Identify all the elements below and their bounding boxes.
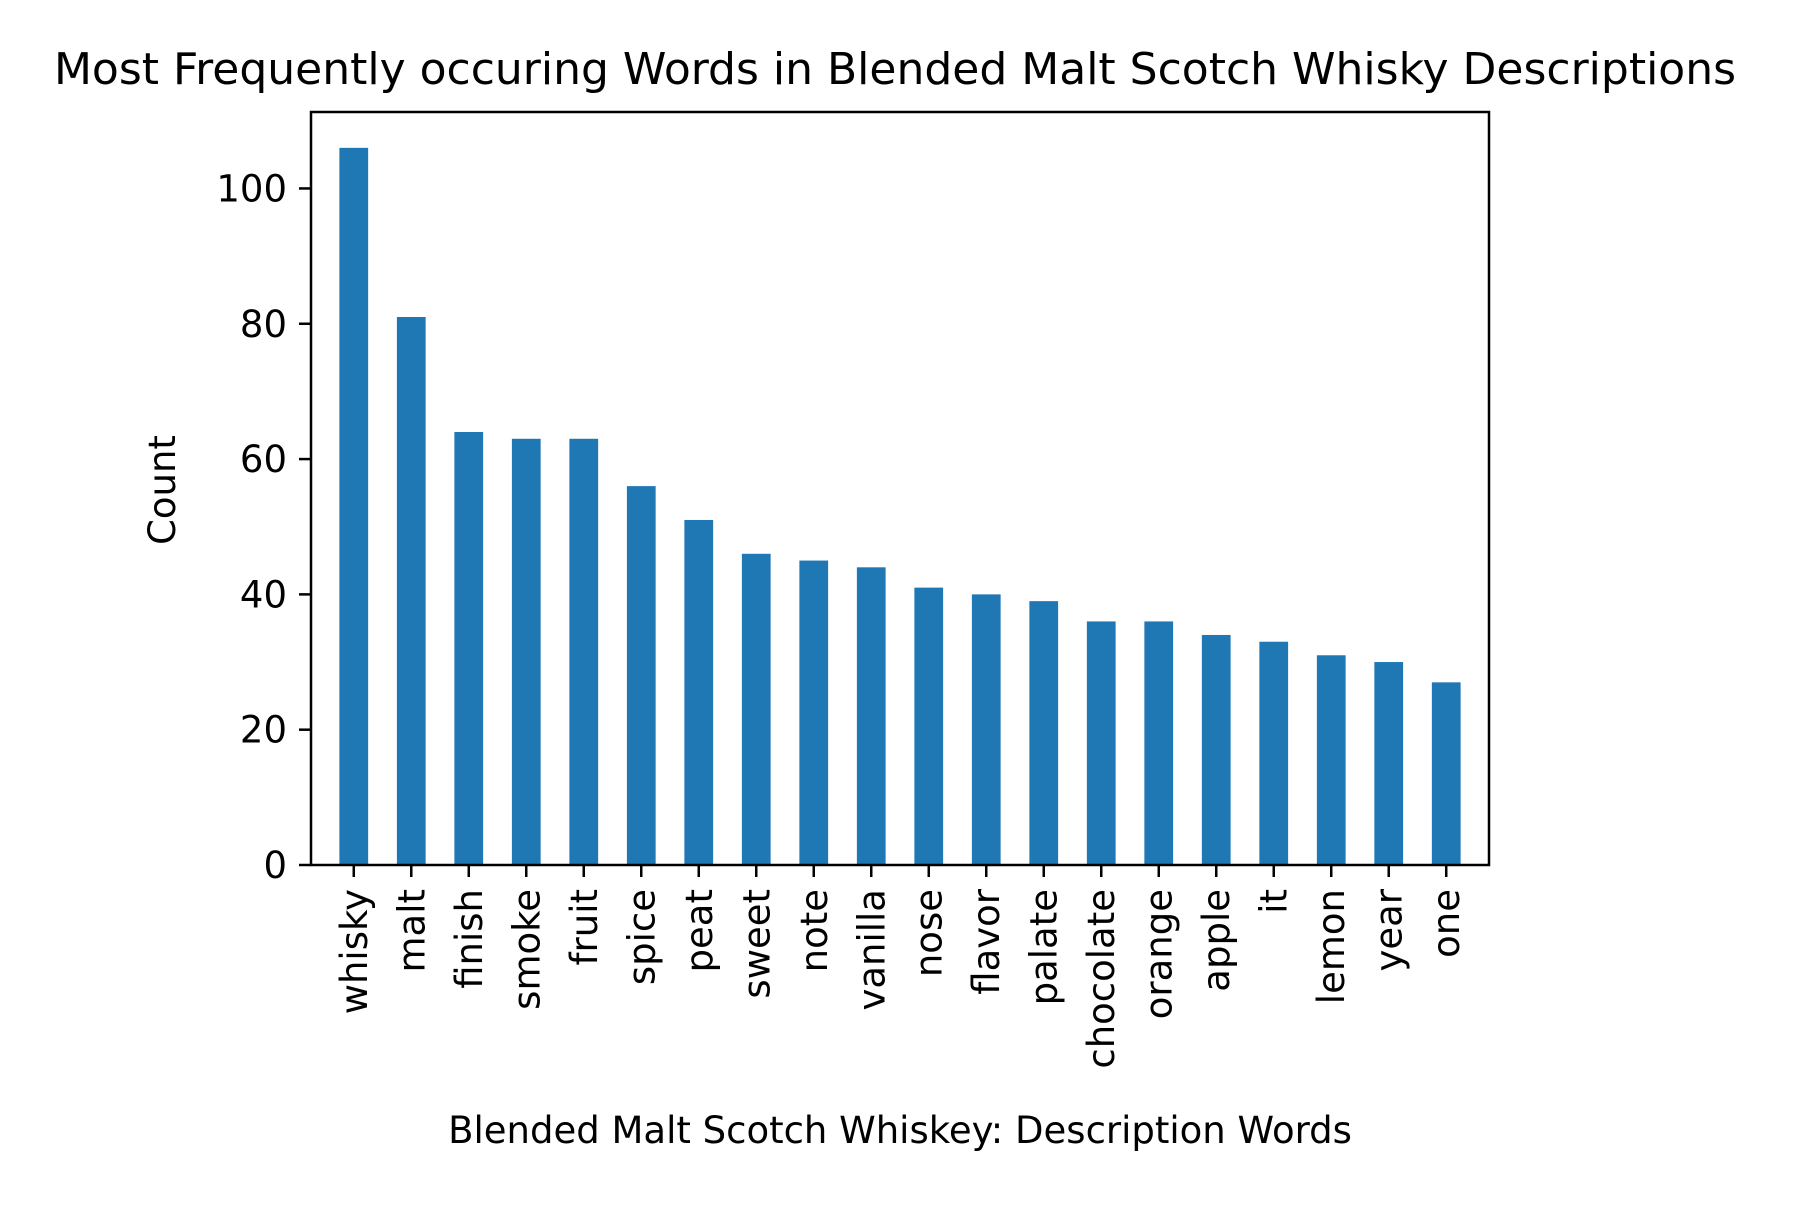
y-tick-label: 80 (240, 303, 287, 346)
x-tick-label: whisky (333, 889, 376, 1014)
y-tick-label: 60 (240, 438, 287, 481)
x-tick-label: nose (908, 889, 951, 977)
bar-finish (454, 432, 484, 865)
x-tick-label: malt (390, 889, 433, 973)
bar-one (1431, 682, 1461, 865)
y-tick-label: 40 (240, 573, 287, 616)
bar-malt (396, 316, 426, 865)
y-tick-label: 100 (216, 167, 287, 210)
y-tick-label: 20 (240, 709, 287, 752)
bar-flavor (971, 594, 1001, 865)
bar-peat (684, 519, 714, 865)
bar-it (1259, 641, 1289, 865)
bar-whisky (339, 147, 369, 865)
x-tick-label: one (1425, 889, 1468, 958)
x-tick-label: finish (448, 889, 491, 989)
x-tick-label: year (1368, 888, 1411, 971)
bar-orange (1144, 621, 1174, 865)
bar-fruit (569, 438, 599, 865)
x-tick-label: smoke (505, 889, 548, 1010)
bar-nose (914, 587, 944, 865)
x-tick-label: flavor (965, 888, 1008, 995)
x-tick-label: peat (678, 889, 721, 972)
bar-sweet (741, 553, 771, 865)
x-axis-label: Blended Malt Scotch Whiskey: Description… (448, 1109, 1352, 1152)
bar-apple (1201, 634, 1231, 865)
x-tick-label: apple (1195, 889, 1238, 992)
chart-title: Most Frequently occuring Words in Blende… (54, 44, 1736, 95)
y-axis-label: Count (141, 435, 184, 545)
bar-smoke (511, 438, 541, 865)
x-tick-label: vanilla (850, 889, 893, 1011)
x-tick-label: sweet (735, 889, 778, 999)
y-axis: 0 20 40 60 80 100 (216, 167, 311, 887)
x-tick-label: note (793, 889, 836, 972)
x-tick-label: lemon (1310, 889, 1353, 1004)
x-tick-label: orange (1138, 889, 1181, 1019)
bars-group (339, 147, 1461, 865)
x-tick-label: palate (1023, 889, 1066, 1005)
x-tick-label: chocolate (1080, 889, 1123, 1069)
y-tick-label: 0 (263, 844, 287, 887)
plot-frame (309, 110, 1491, 867)
bar-spice (626, 486, 656, 865)
bar-chocolate (1086, 621, 1116, 865)
bar-vanilla (856, 567, 886, 865)
bar-palate (1029, 601, 1059, 865)
x-tick-label: it (1253, 889, 1296, 914)
bar-note (799, 560, 829, 865)
x-tick-label: fruit (563, 889, 606, 965)
bar-year (1374, 662, 1404, 865)
bar-lemon (1316, 655, 1346, 865)
x-tick-label: spice (620, 889, 663, 985)
x-axis: whisky malt finish smoke fruit spice peat sweet… (333, 865, 1468, 1069)
